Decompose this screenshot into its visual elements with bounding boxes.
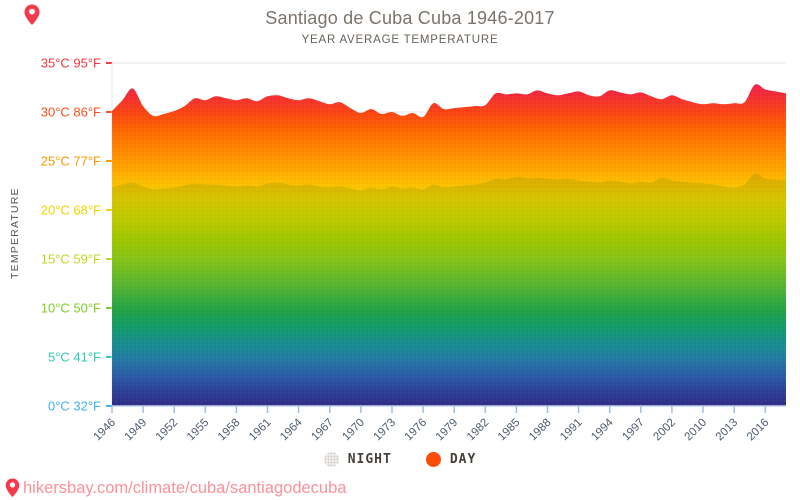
y-axis-label: 0°C 32°F xyxy=(48,399,101,414)
day-swatch-icon xyxy=(425,452,441,467)
y-axis-label: 30°C 86°F xyxy=(41,105,101,120)
temperature-area-chart: 35°C 95°F 30°C 86°F 25°C 77°F 20°C 68°F 15°C… xyxy=(41,56,786,444)
chart-subtitle: YEAR AVERAGE TEMPERATURE xyxy=(301,34,499,46)
location-pin-icon xyxy=(24,4,40,25)
x-axis-label: 1970 xyxy=(340,417,367,444)
x-axis-label: 1964 xyxy=(278,416,305,443)
x-axis-label: 2016 xyxy=(745,417,772,444)
location-pin-icon xyxy=(5,478,20,498)
y-axis-label: 5°C 41°F xyxy=(48,350,101,365)
x-axis-label: 1994 xyxy=(589,416,616,443)
x-axis-label: 1988 xyxy=(527,417,554,444)
y-axis-label: 25°C 77°F xyxy=(41,154,101,169)
x-axis-label: 1973 xyxy=(372,417,399,444)
x-axis-label: 2013 xyxy=(714,417,741,444)
x-axis-label: 1949 xyxy=(123,417,150,444)
footer-url[interactable]: hikersbay.com/climate/cuba/santiagodecub… xyxy=(23,478,347,497)
x-axis-label: 1952 xyxy=(154,417,181,444)
chart-title: Santiago de Cuba Cuba 1946-2017 xyxy=(265,8,555,28)
chart-legend: NIGHT DAY xyxy=(0,452,800,467)
x-axis-label: 2002 xyxy=(651,417,678,444)
x-axis-label: 1946 xyxy=(92,417,119,444)
x-axis-label: 1958 xyxy=(216,417,243,444)
x-axis-label: 1997 xyxy=(620,417,647,444)
x-axis-label: 1955 xyxy=(185,417,212,444)
x-axis-label: 1982 xyxy=(465,417,492,444)
legend-night[interactable]: NIGHT xyxy=(323,452,392,467)
x-axis-label: 1991 xyxy=(558,417,585,444)
night-swatch-icon xyxy=(323,452,339,467)
y-axis-label: 35°C 95°F xyxy=(41,56,101,71)
y-axis-label: 10°C 50°F xyxy=(41,301,101,316)
x-axis-label: 1985 xyxy=(496,417,523,444)
legend-night-label: NIGHT xyxy=(347,452,392,467)
x-axis-label: 1976 xyxy=(403,417,430,444)
footer: hikersbay.com/climate/cuba/santiagodecub… xyxy=(5,478,346,498)
x-axis-label: 2010 xyxy=(683,417,710,444)
x-axis-label: 1979 xyxy=(434,417,461,444)
x-axis-label: 1967 xyxy=(309,417,336,444)
night-area-series xyxy=(112,173,786,406)
legend-day-label: DAY xyxy=(449,452,477,467)
y-axis-label: 20°C 68°F xyxy=(41,203,101,218)
y-axis-label: 15°C 59°F xyxy=(41,252,101,267)
legend-day[interactable]: DAY xyxy=(425,452,477,467)
x-axis-label: 1961 xyxy=(247,417,274,444)
